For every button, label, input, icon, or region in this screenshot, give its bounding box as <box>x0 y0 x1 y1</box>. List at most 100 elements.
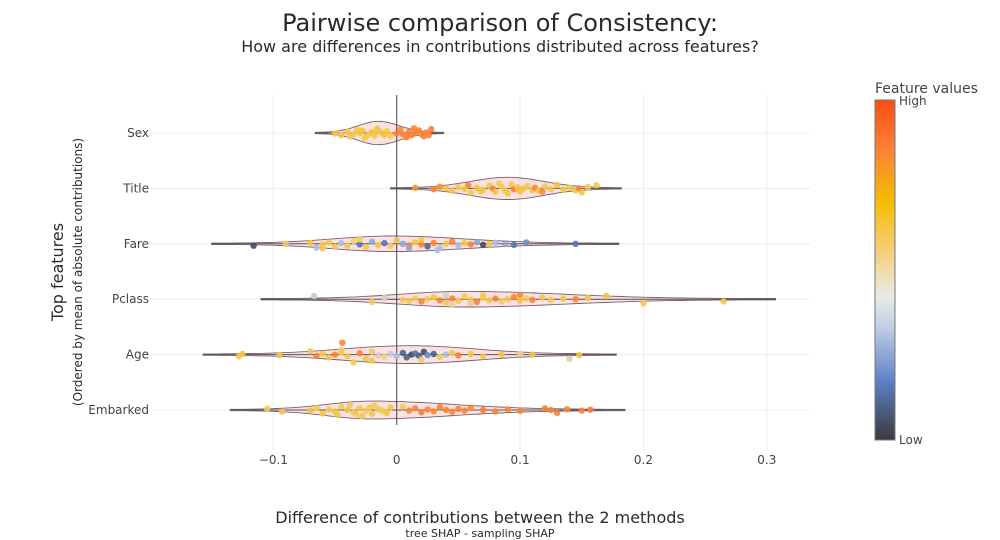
data-point <box>572 240 579 247</box>
data-point <box>418 409 425 416</box>
data-point <box>331 130 339 137</box>
data-point <box>504 406 511 413</box>
data-point <box>418 241 425 248</box>
data-point <box>276 352 283 359</box>
data-point <box>587 406 594 413</box>
data-point <box>344 406 351 414</box>
data-point <box>313 404 320 411</box>
data-point <box>319 245 326 252</box>
data-point <box>356 236 363 243</box>
data-point <box>449 187 456 194</box>
data-point <box>387 350 394 358</box>
data-point <box>510 241 518 249</box>
data-point <box>399 296 407 303</box>
data-point <box>436 353 444 360</box>
data-point <box>368 410 376 418</box>
data-point <box>350 359 357 366</box>
data-point <box>359 412 366 420</box>
data-point <box>455 242 462 249</box>
data-point <box>325 406 333 413</box>
data-point <box>560 295 567 302</box>
data-point <box>381 353 388 360</box>
data-point <box>516 350 524 357</box>
data-point <box>492 188 499 195</box>
colorbar-gradient <box>874 99 896 441</box>
data-point <box>338 240 345 247</box>
data-point <box>362 243 370 251</box>
data-point <box>467 189 474 196</box>
data-point <box>393 352 400 360</box>
data-point <box>467 404 474 411</box>
data-point <box>576 352 583 359</box>
data-point <box>319 350 326 357</box>
data-point <box>529 296 536 303</box>
data-point <box>442 406 450 414</box>
data-point <box>405 297 413 305</box>
data-point <box>393 130 400 137</box>
data-point <box>449 295 456 302</box>
data-point <box>516 291 524 298</box>
y-tick-label: Title <box>122 181 149 195</box>
data-point <box>424 296 431 303</box>
data-point <box>331 243 339 250</box>
data-point <box>381 294 388 301</box>
data-point <box>346 401 354 409</box>
data-point <box>393 237 400 244</box>
data-point <box>412 405 419 412</box>
data-point <box>399 403 407 410</box>
data-point <box>344 128 351 135</box>
x-tick-label: 0.2 <box>634 453 653 467</box>
data-point <box>584 294 592 301</box>
data-point <box>502 240 509 248</box>
data-point <box>477 188 484 195</box>
data-point <box>425 132 432 139</box>
data-point <box>566 355 573 362</box>
data-point <box>373 125 381 132</box>
y-tick-label: Pclass <box>112 292 149 306</box>
data-point <box>424 243 431 250</box>
data-point <box>498 298 505 305</box>
data-point <box>461 293 468 300</box>
data-point <box>338 403 345 410</box>
x-axis-sublabel: tree SHAP - sampling SHAP <box>405 527 555 540</box>
y-tick-label: Sex <box>127 126 149 140</box>
data-point <box>560 186 567 193</box>
data-point <box>410 125 418 132</box>
data-point <box>375 352 382 359</box>
data-point <box>354 126 361 133</box>
data-point <box>516 407 524 414</box>
data-point <box>307 348 314 355</box>
data-point <box>264 405 271 412</box>
data-point <box>375 241 382 249</box>
data-point <box>510 293 518 301</box>
points <box>235 125 727 420</box>
data-point <box>504 190 511 197</box>
data-point <box>473 238 481 246</box>
data-point <box>430 293 437 301</box>
data-point <box>428 125 435 133</box>
data-point <box>350 237 357 245</box>
colorbar: Feature values High Low <box>874 81 978 447</box>
data-point <box>325 239 333 246</box>
data-point <box>584 183 592 191</box>
data-point <box>553 409 561 416</box>
data-point <box>449 408 456 415</box>
data-point <box>418 298 425 305</box>
data-point <box>640 300 647 307</box>
data-point <box>539 294 546 301</box>
y-tick-label: Embarked <box>88 403 149 417</box>
x-ticks: −0.1 0 0.1 0.2 0.3 <box>259 453 777 467</box>
data-point <box>529 351 536 358</box>
data-point <box>547 185 555 193</box>
colorbar-low-label: Low <box>899 433 923 447</box>
data-point <box>282 240 289 247</box>
data-point <box>430 408 437 415</box>
x-tick-label: 0.3 <box>757 453 776 467</box>
data-point <box>473 298 481 306</box>
x-axis-label: Difference of contributions between the … <box>275 508 684 527</box>
data-point <box>455 297 462 305</box>
data-point <box>368 348 376 355</box>
data-point <box>334 411 341 419</box>
data-point <box>403 134 410 141</box>
